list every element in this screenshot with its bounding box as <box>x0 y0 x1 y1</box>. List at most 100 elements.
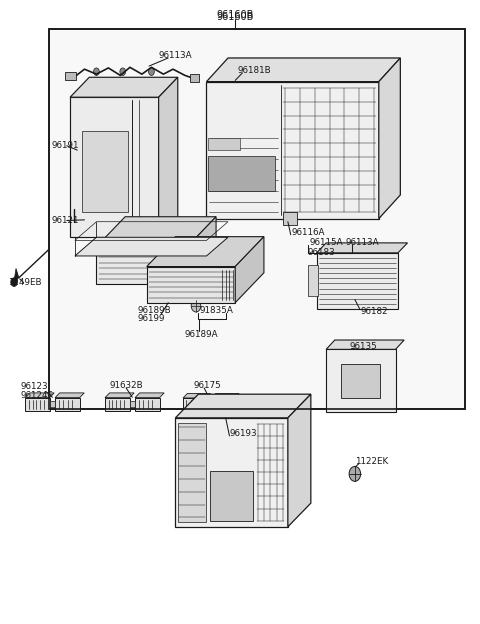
Text: 96189A: 96189A <box>184 330 217 339</box>
Polygon shape <box>70 97 158 237</box>
Polygon shape <box>105 393 134 397</box>
Circle shape <box>104 154 108 159</box>
Circle shape <box>104 170 108 174</box>
Polygon shape <box>147 266 235 303</box>
Circle shape <box>266 499 281 517</box>
Polygon shape <box>175 418 288 527</box>
Polygon shape <box>158 77 178 237</box>
Polygon shape <box>49 401 55 407</box>
Bar <box>82 132 128 212</box>
Polygon shape <box>379 58 400 218</box>
Bar <box>210 470 253 520</box>
Circle shape <box>120 68 126 76</box>
Circle shape <box>85 154 89 159</box>
Text: 96175: 96175 <box>193 381 221 390</box>
Bar <box>283 212 298 225</box>
Circle shape <box>95 154 98 159</box>
Circle shape <box>329 353 336 363</box>
Polygon shape <box>212 394 239 398</box>
Text: 96113A: 96113A <box>158 51 192 60</box>
Text: 96181B: 96181B <box>238 66 271 75</box>
Circle shape <box>181 511 186 517</box>
Bar <box>340 364 380 398</box>
Text: 1122EK: 1122EK <box>355 457 388 466</box>
Text: 96115A: 96115A <box>310 238 343 246</box>
Circle shape <box>149 68 155 76</box>
Polygon shape <box>14 268 19 281</box>
Text: 96182: 96182 <box>360 308 388 316</box>
Bar <box>178 423 206 522</box>
Circle shape <box>95 200 98 205</box>
Polygon shape <box>206 58 400 82</box>
Circle shape <box>95 170 98 174</box>
Text: 91632B: 91632B <box>110 381 144 390</box>
Polygon shape <box>317 243 408 253</box>
Polygon shape <box>25 397 49 411</box>
Text: 96193: 96193 <box>229 429 257 438</box>
Polygon shape <box>235 236 264 303</box>
Bar <box>65 72 76 80</box>
Polygon shape <box>105 397 130 411</box>
Circle shape <box>385 353 393 363</box>
Text: 96113A: 96113A <box>345 238 379 246</box>
Polygon shape <box>326 340 404 349</box>
Circle shape <box>385 398 393 408</box>
Bar <box>208 157 275 190</box>
Circle shape <box>349 466 360 481</box>
Text: 96121: 96121 <box>52 216 79 225</box>
Polygon shape <box>70 77 178 97</box>
Polygon shape <box>206 401 212 407</box>
Text: 96160B: 96160B <box>216 10 254 20</box>
Bar <box>190 74 199 82</box>
Bar <box>308 265 318 296</box>
Polygon shape <box>135 397 159 411</box>
Polygon shape <box>183 394 211 398</box>
Circle shape <box>329 398 336 408</box>
Circle shape <box>190 511 195 517</box>
Text: 96124F: 96124F <box>21 391 53 400</box>
Circle shape <box>71 221 77 228</box>
Polygon shape <box>55 397 80 411</box>
Polygon shape <box>135 393 164 397</box>
Circle shape <box>95 185 98 190</box>
Circle shape <box>85 185 89 190</box>
Text: 96135: 96135 <box>349 342 377 351</box>
Circle shape <box>85 200 89 205</box>
Polygon shape <box>326 349 396 412</box>
Circle shape <box>191 300 201 312</box>
Text: 96183: 96183 <box>307 248 335 256</box>
Polygon shape <box>96 217 216 246</box>
Circle shape <box>85 170 89 174</box>
Circle shape <box>357 185 374 208</box>
Circle shape <box>104 200 108 205</box>
Polygon shape <box>206 82 379 218</box>
Circle shape <box>199 511 204 517</box>
Polygon shape <box>75 237 228 256</box>
Polygon shape <box>25 393 54 397</box>
Text: 96189B: 96189B <box>137 306 171 314</box>
Polygon shape <box>175 394 311 418</box>
Text: 96116A: 96116A <box>292 228 325 236</box>
Bar <box>48 29 465 409</box>
Bar <box>48 29 465 409</box>
Circle shape <box>104 185 108 190</box>
Text: 96191: 96191 <box>52 141 79 150</box>
Text: 1249EB: 1249EB <box>8 278 41 287</box>
Bar <box>208 138 240 150</box>
Circle shape <box>11 278 17 286</box>
Polygon shape <box>130 401 135 407</box>
Polygon shape <box>212 398 235 411</box>
Text: 96160B: 96160B <box>216 12 254 22</box>
Text: 96199: 96199 <box>137 314 165 323</box>
Polygon shape <box>96 246 187 284</box>
Polygon shape <box>317 253 398 309</box>
Circle shape <box>360 190 370 203</box>
Polygon shape <box>187 217 216 284</box>
Polygon shape <box>147 236 264 266</box>
Circle shape <box>94 68 99 76</box>
Polygon shape <box>55 393 84 397</box>
Polygon shape <box>288 394 311 527</box>
Polygon shape <box>183 398 206 411</box>
Text: 96123: 96123 <box>21 383 48 391</box>
Text: 91835A: 91835A <box>199 306 233 314</box>
